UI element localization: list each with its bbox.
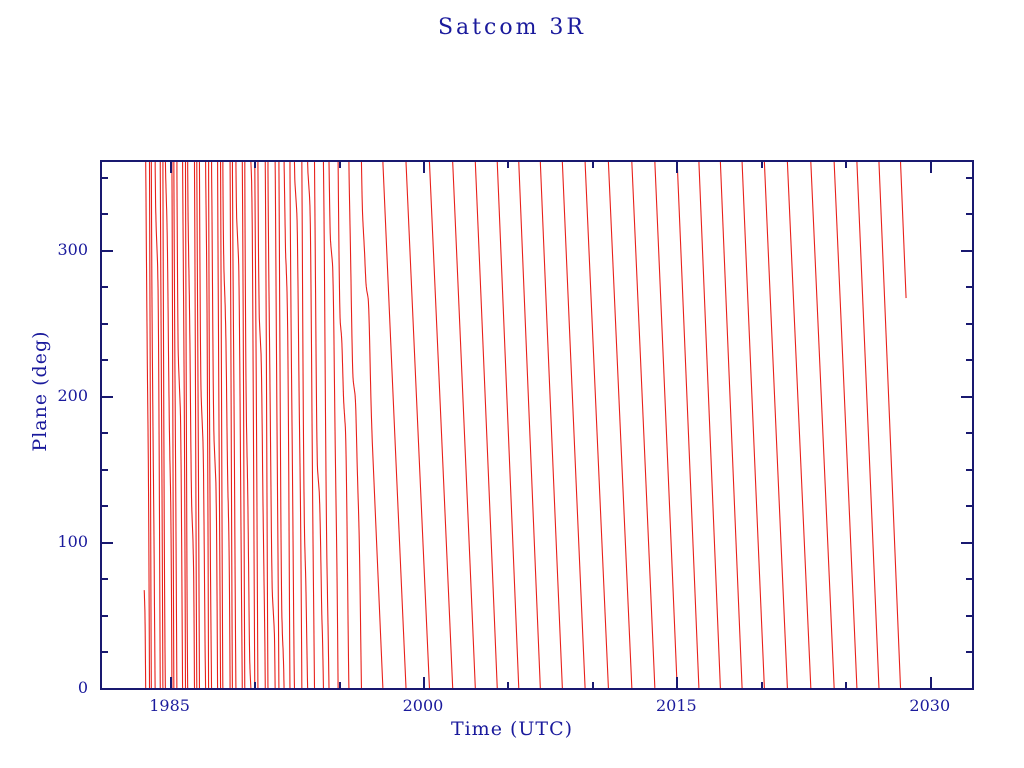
axis-tick: [102, 322, 108, 325]
axis-tick: [507, 162, 510, 168]
axis-tick: [102, 578, 108, 581]
axis-tick: [966, 176, 972, 179]
axis-tick: [966, 614, 972, 617]
axis-tick: [845, 162, 848, 168]
plot-area: [100, 160, 974, 690]
axis-tick: [507, 682, 510, 688]
axis-tick: [966, 359, 972, 362]
axis-tick: [966, 578, 972, 581]
data-curve-layer: [102, 162, 972, 688]
chart-title: Satcom 3R: [437, 15, 586, 40]
axis-tick: [102, 468, 108, 471]
axis-tick: [676, 677, 679, 688]
axis-tick: [961, 541, 972, 544]
axis-tick: [102, 651, 108, 654]
axis-tick: [422, 677, 425, 688]
x-tick-label: 2015: [656, 696, 697, 715]
y-tick-label: 200: [57, 385, 88, 405]
y-tick-label: 0: [77, 678, 88, 697]
axis-tick: [169, 677, 172, 688]
axis-tick: [422, 162, 425, 173]
y-axis-title: Plane (deg): [29, 330, 51, 452]
axis-tick: [966, 468, 972, 471]
axis-tick: [966, 322, 972, 325]
axis-tick: [966, 505, 972, 508]
axis-tick: [102, 213, 108, 216]
axis-tick: [102, 359, 108, 362]
y-tick-label: 300: [57, 239, 88, 259]
axis-tick: [760, 682, 763, 688]
axis-tick: [966, 213, 972, 216]
axis-tick: [338, 162, 341, 168]
axis-tick: [591, 682, 594, 688]
axis-tick: [102, 176, 108, 179]
axis-tick: [102, 505, 108, 508]
x-tick-label: 2030: [909, 696, 951, 715]
axis-tick: [760, 162, 763, 168]
plane-angle-line: [143, 162, 907, 688]
axis-tick: [338, 682, 341, 688]
axis-tick: [676, 162, 679, 173]
axis-tick: [961, 249, 972, 252]
axis-tick: [102, 541, 113, 544]
axis-tick: [845, 682, 848, 688]
axis-tick: [102, 432, 108, 435]
axis-tick: [961, 688, 972, 690]
axis-tick: [966, 286, 972, 289]
axis-tick: [591, 162, 594, 168]
axis-tick: [254, 162, 257, 168]
y-tick-label: 100: [57, 531, 88, 551]
axis-tick: [254, 682, 257, 688]
axis-tick: [102, 249, 113, 252]
x-tick-label: 1985: [149, 696, 190, 715]
axis-tick: [966, 432, 972, 435]
axis-tick: [961, 395, 972, 398]
x-tick-label: 2000: [402, 696, 444, 715]
axis-tick: [929, 677, 932, 688]
axis-tick: [102, 395, 113, 398]
plane-angle-curve: [143, 162, 907, 688]
axis-tick: [102, 688, 113, 690]
axis-tick: [102, 286, 108, 289]
axis-tick: [929, 162, 932, 173]
axis-tick: [966, 651, 972, 654]
x-axis-title: Time (UTC): [450, 718, 574, 740]
axis-tick: [102, 614, 108, 617]
axis-tick: [169, 162, 172, 173]
